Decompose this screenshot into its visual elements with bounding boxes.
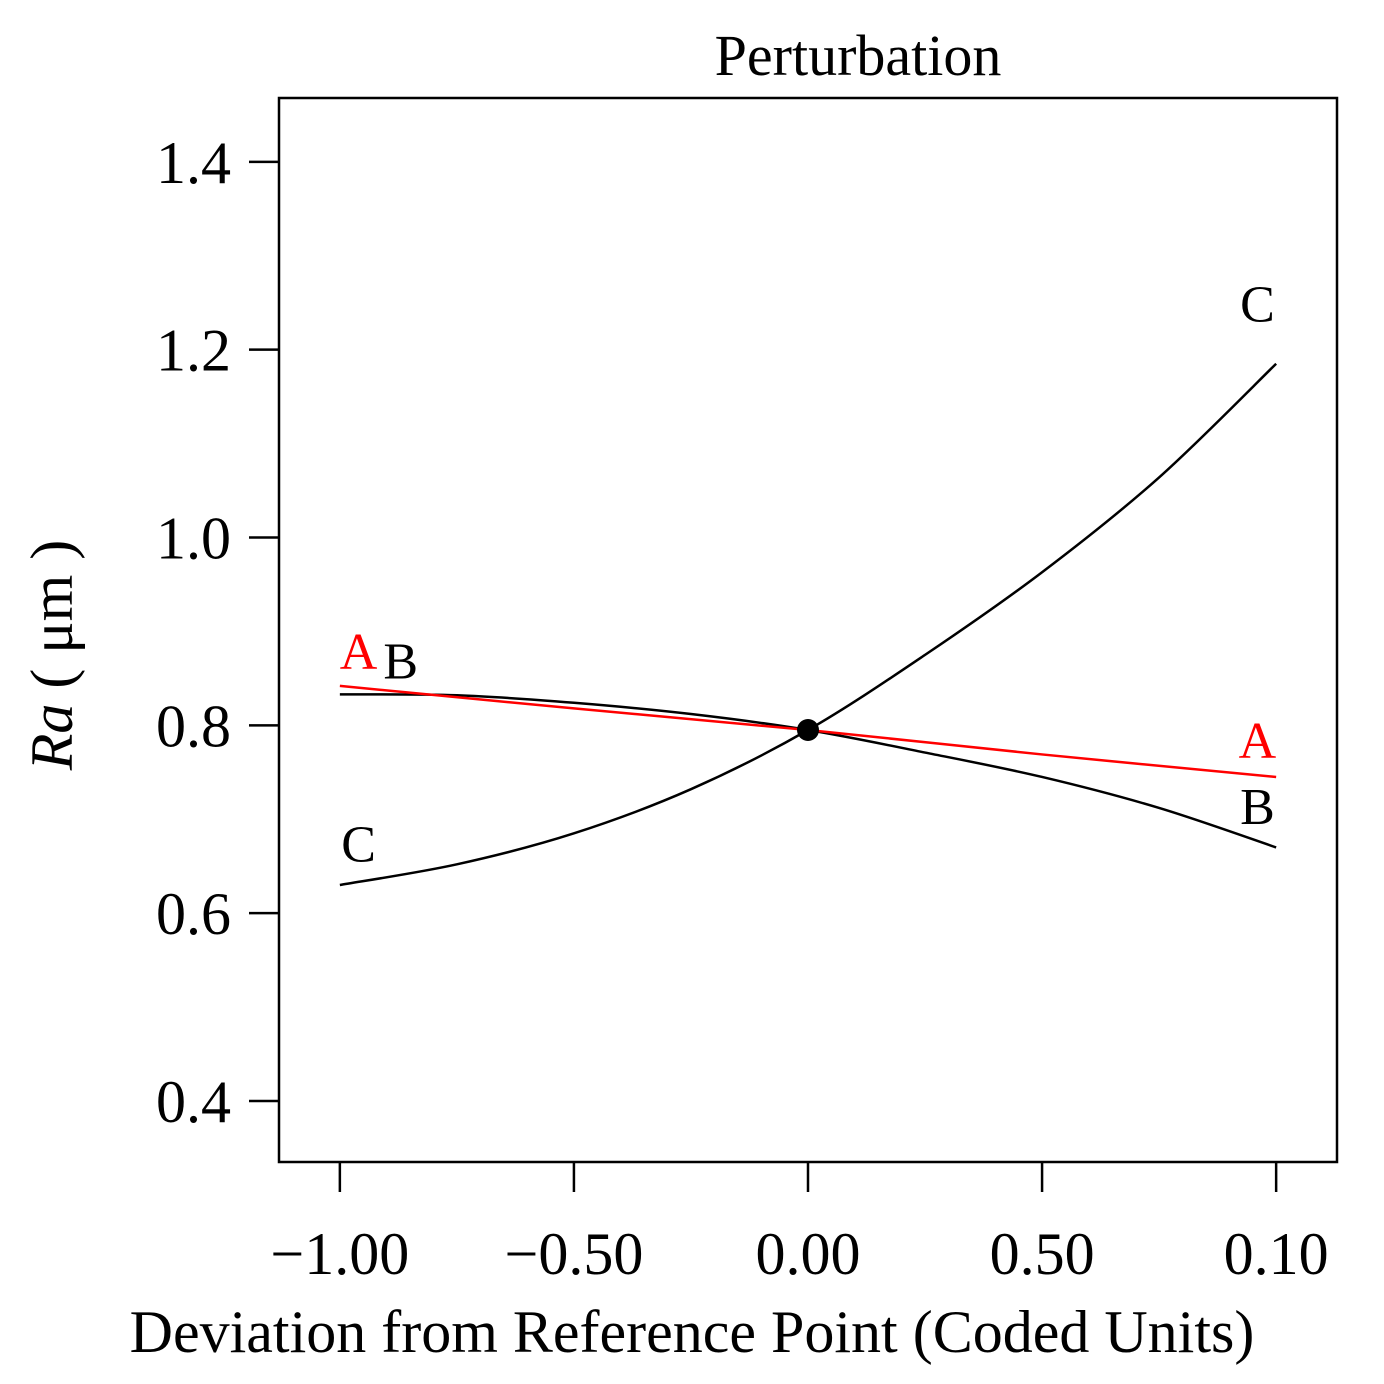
x-axis-title: Deviation from Reference Point (Coded Un… <box>130 1299 1255 1365</box>
y-tick-label: 0.6 <box>156 881 231 947</box>
y-tick-label: 1.2 <box>156 318 231 384</box>
x-tick-label: 0.10 <box>1224 1221 1329 1287</box>
y-axis-title-unit: ( μm ) <box>19 540 85 704</box>
x-tick-label: −0.50 <box>505 1221 644 1287</box>
y-axis-title-italic: Ra <box>19 704 85 772</box>
y-tick-label: 1.0 <box>156 505 231 571</box>
plot-frame <box>277 96 1339 1164</box>
curve-label-b: B <box>383 633 418 690</box>
reference-point <box>797 719 819 742</box>
curve-label-c: C <box>341 816 376 873</box>
x-tick-label: 0.00 <box>756 1221 861 1287</box>
curve-label-a: A <box>1239 713 1277 770</box>
y-axis: 0.4 0.6 0.8 1.0 1.2 1.4 <box>156 130 279 1135</box>
curve-label-c: C <box>1240 277 1275 334</box>
y-tick-label: 0.8 <box>156 693 231 759</box>
series-c-line <box>339 362 1278 887</box>
curve-label-b: B <box>1240 779 1275 836</box>
curve-label-a: A <box>340 624 378 681</box>
series-layer <box>339 362 1278 887</box>
y-tick-label: 0.4 <box>156 1069 231 1135</box>
x-axis: −1.00 −0.50 0.00 0.50 0.10 <box>270 1162 1329 1287</box>
y-axis-title: Ra ( μm ) <box>19 540 85 771</box>
x-tick-label: 0.50 <box>990 1221 1095 1287</box>
series-b-line <box>339 693 1277 849</box>
chart-title: Perturbation <box>715 23 1002 88</box>
y-tick-label: 1.4 <box>156 130 231 196</box>
x-tick-label: −1.00 <box>270 1221 409 1287</box>
